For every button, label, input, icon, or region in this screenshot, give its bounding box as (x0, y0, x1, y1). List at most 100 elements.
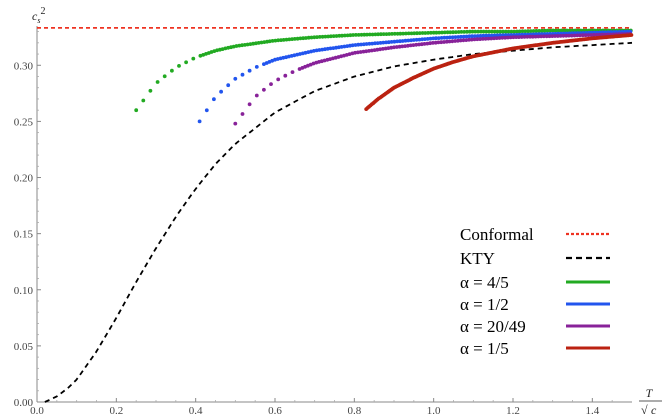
series-4-point (247, 102, 252, 107)
series-2-point (304, 36, 308, 40)
series-2-point (417, 31, 422, 35)
series-3-point (320, 47, 325, 52)
series-3-point (233, 76, 238, 81)
series-2-point (462, 30, 467, 34)
series-2-point (240, 43, 245, 48)
series-4-point (539, 34, 544, 39)
series-3-point (389, 40, 394, 44)
y-tick-label: 0.00 (14, 397, 34, 409)
series-4-point (597, 32, 602, 37)
series-4-point (447, 39, 452, 44)
series-2-point (534, 29, 539, 33)
series-2-point (390, 32, 394, 36)
series-3-point (342, 44, 347, 49)
series-2-point (292, 37, 297, 41)
series-2-point (448, 30, 453, 35)
series-2-point (437, 30, 442, 35)
series-2-point (312, 35, 317, 40)
series-4-point (572, 33, 577, 38)
series-2-point (279, 38, 283, 42)
series-5-point (629, 33, 634, 37)
series-2-point (492, 29, 497, 34)
series-4-point (575, 33, 580, 38)
series-4-point (442, 40, 446, 44)
series-4-point (290, 70, 295, 74)
series-3-point (445, 35, 450, 40)
series-4 (233, 32, 632, 126)
series-2-point (495, 29, 500, 34)
series-2-point (134, 108, 139, 113)
series-4-point (475, 37, 480, 42)
series-4-point (533, 34, 538, 39)
series-2-point (354, 33, 358, 37)
series-4-point (411, 43, 416, 47)
series-3-point (434, 36, 438, 41)
series-4-point (517, 35, 521, 39)
series-2-point (248, 42, 253, 46)
series-4-point (542, 34, 546, 39)
series-4-point (254, 93, 259, 98)
series-4-point (269, 82, 273, 86)
x-tick-label: 0.2 (109, 405, 123, 416)
series-2-point (445, 30, 450, 35)
series-3-point (395, 39, 400, 44)
series-3-point (467, 34, 472, 39)
series-3-point (350, 43, 355, 48)
series-2-point (329, 34, 333, 39)
series-layer (37, 26, 634, 403)
series-3-point (400, 39, 405, 43)
series-3-point (414, 37, 419, 42)
series-3-point (212, 97, 216, 102)
y-tick-label: 0.30 (14, 60, 34, 72)
series-3-point (431, 36, 436, 41)
series-3-point (442, 35, 447, 40)
series-4-point (375, 47, 380, 52)
series-2-point (434, 30, 439, 35)
series-2-point (141, 98, 146, 103)
series-2-point (367, 32, 372, 37)
series-2-point (309, 35, 314, 40)
series-2-point (420, 31, 425, 35)
legend: Conformal KTY α = 4/5 α = 1/2 α = 20/49 α = 1… (451, 220, 617, 362)
series-4-point (240, 112, 245, 116)
series-3-point (197, 119, 202, 124)
series-4-point (522, 35, 527, 39)
series-2-point (177, 64, 181, 68)
series-4-point (400, 44, 405, 49)
series-3-point (473, 34, 477, 38)
series-3-point (375, 41, 380, 45)
series-3-point (312, 49, 316, 53)
legend-label-2: α = 4/5 (460, 273, 509, 292)
series-3-point (367, 41, 372, 46)
series-4-point (536, 34, 541, 39)
series-3-point (247, 68, 252, 73)
legend-label-1: KTY (460, 249, 495, 268)
series-4-point (544, 34, 549, 39)
series-2-point (451, 30, 455, 35)
x-tick-label: 0.8 (347, 405, 361, 416)
series-4-point (592, 33, 596, 37)
series-2-point (148, 88, 153, 93)
series-3-point (240, 72, 245, 77)
legend-label-4: α = 20/49 (460, 317, 526, 336)
series-2-point (537, 29, 542, 33)
y-tick-label: 0.15 (14, 229, 34, 241)
x-tick-label: 1.2 (506, 405, 520, 416)
series-2-point (398, 31, 403, 36)
series-4-point (528, 34, 532, 39)
series-2-point (290, 37, 294, 41)
series-4-point (467, 37, 471, 42)
series-4-point (472, 37, 477, 42)
series-4-point (503, 35, 507, 40)
series-4-point (464, 38, 469, 42)
series-4-point (356, 50, 360, 55)
series-4-point (555, 34, 560, 38)
series-2-point (320, 34, 325, 39)
series-4-point (414, 42, 419, 47)
series-2-point (454, 30, 458, 34)
series-3-point (486, 33, 491, 38)
series-4-point (428, 41, 432, 46)
series-2-point (306, 35, 311, 40)
series-3-point (334, 45, 338, 50)
series-2-point (362, 32, 367, 37)
